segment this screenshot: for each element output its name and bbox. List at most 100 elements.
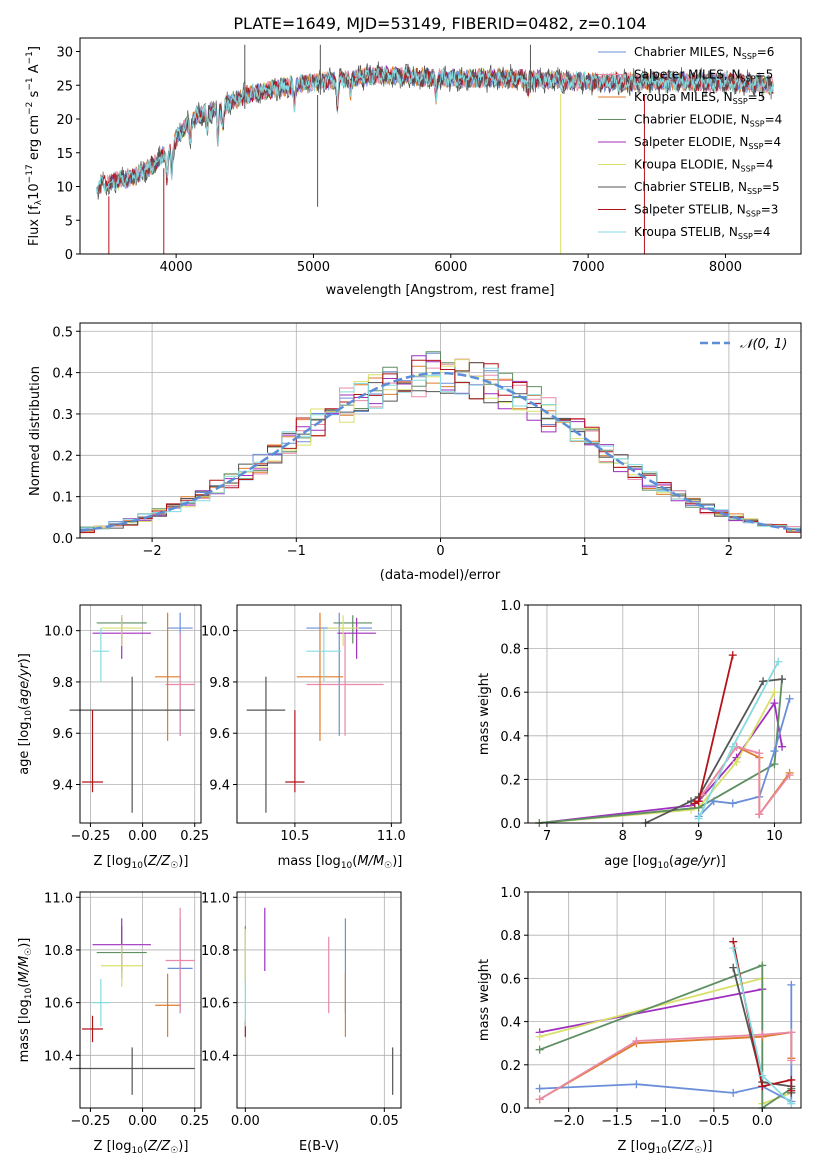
weight-marker bbox=[787, 1086, 796, 1095]
weight-marker bbox=[535, 1095, 544, 1104]
y-tick-label: 0.6 bbox=[500, 972, 521, 987]
label-part: =6 bbox=[757, 45, 775, 59]
label-part: =4 bbox=[765, 113, 783, 127]
y-tick-label: 11.0 bbox=[44, 891, 73, 906]
y-axis-label: Normed distribution bbox=[28, 366, 43, 496]
y-tick-label: 15 bbox=[56, 147, 73, 162]
y-tick-label: 25 bbox=[56, 79, 73, 94]
mass-vs-extinction-panel: 0.00 0.05 10.4 10.6 10.8 11.0 E(B-V) bbox=[201, 891, 402, 1154]
y-axis-label: age [log10(age/yr)] bbox=[17, 653, 34, 775]
legend-label: Salpeter STELIB, NSSP=3 bbox=[634, 203, 778, 219]
x-tick-label: 7000 bbox=[572, 260, 605, 275]
y-tick-label: 0.5 bbox=[52, 325, 73, 340]
label-part: ☉ bbox=[24, 948, 34, 956]
y-tick-label: 0.3 bbox=[52, 408, 73, 423]
label-part: 10 bbox=[655, 1146, 667, 1156]
y-axis-label: mass weight bbox=[477, 959, 492, 1041]
weight-marker bbox=[770, 760, 779, 769]
weight-marker bbox=[732, 757, 741, 766]
y-tick-label: 0.4 bbox=[52, 367, 73, 382]
weight-series-kroupa_elodie bbox=[535, 688, 779, 827]
weight-marker bbox=[755, 810, 764, 819]
label-part: =5 bbox=[762, 180, 780, 194]
x-tick-label: 0.25 bbox=[180, 1114, 209, 1129]
age-vs-metallicity-panel: −0.25 0.00 0.259.49.69.810.0Z [log10(Z/Z☉)… bbox=[17, 604, 209, 871]
histogram-kroupa_stelib bbox=[80, 367, 801, 535]
y-tick-label: 20 bbox=[56, 113, 73, 128]
weight-series-kroupa_stelib bbox=[729, 944, 796, 1108]
label-part: )] bbox=[17, 938, 32, 948]
plot-area bbox=[535, 937, 796, 1112]
weight-marker bbox=[758, 1030, 767, 1039]
axes: −0.25 0.00 0.259.49.69.810.0Z [log10(Z/Z☉)… bbox=[17, 604, 209, 871]
legend-label: 𝒩(0, 1) bbox=[740, 337, 787, 352]
x-tick-label: 11.0 bbox=[377, 829, 406, 844]
weight-marker bbox=[778, 742, 787, 751]
label-part: )] bbox=[716, 854, 726, 869]
label-part: )] bbox=[178, 1139, 188, 1154]
legend-label: Salpeter MILES, NSSP=5 bbox=[634, 68, 773, 84]
x-tick-label: −2.0 bbox=[553, 1114, 585, 1129]
y-tick-label: 10.8 bbox=[201, 944, 230, 959]
errorbar-kroupa_stelib bbox=[306, 628, 342, 682]
weight-series-kroupa_stelib bbox=[694, 657, 783, 823]
label-part: ( bbox=[669, 854, 674, 869]
y-tick-label: 0.4 bbox=[500, 730, 521, 745]
y-tick-label: 0.2 bbox=[500, 773, 521, 788]
x-axis-label: wavelength [Angstrom, rest frame] bbox=[326, 283, 555, 298]
weight-marker bbox=[758, 1071, 767, 1080]
label-part: Kroupa ELODIE, N bbox=[634, 158, 741, 172]
label-part: Z [log bbox=[94, 854, 132, 869]
axes: 10.5 11.0 9.4 9.6 9.8 10.0 mass [log10(M/M☉)] bbox=[201, 604, 406, 871]
y-tick-label: 30 bbox=[56, 46, 73, 61]
label-part: )] bbox=[392, 854, 402, 869]
x-tick-label: 8 bbox=[619, 829, 627, 844]
weight-marker bbox=[785, 694, 794, 703]
y-axis-label: mass weight bbox=[477, 673, 492, 755]
y-tick-label: 10.0 bbox=[201, 625, 230, 640]
weight-marker bbox=[728, 799, 737, 808]
x-axis-label: E(B-V) bbox=[299, 1139, 339, 1154]
y-tick-label: 10 bbox=[56, 181, 73, 196]
axes-frame bbox=[527, 604, 802, 824]
label-part: SSP bbox=[746, 210, 761, 219]
label-part: −1 bbox=[25, 51, 35, 64]
weight-series-salpeter_miles bbox=[535, 1028, 796, 1104]
x-tick-label: −0.5 bbox=[698, 1114, 730, 1129]
label-part: Salpeter ELODIE, N bbox=[634, 135, 748, 149]
axes-frame bbox=[236, 891, 402, 1109]
y-tick-label: 0.0 bbox=[52, 532, 73, 547]
weight-marker bbox=[787, 980, 796, 989]
axes: 7 8 9 10 0.0 0.2 0.4 0.6 0.8 1.0 mass weight age [l… bbox=[477, 599, 802, 871]
weight-line bbox=[697, 661, 780, 819]
label-part: Z/Z bbox=[147, 1139, 171, 1154]
weight-marker bbox=[770, 699, 779, 708]
label-part: =5 bbox=[748, 90, 766, 104]
label-part: age [log bbox=[604, 854, 657, 869]
weight-vs-metallicity-panel: −2.0 −1.5 −1.0 −0.5 0.0 0.0 0.2 0.4 0.6 0.8 1.0 mas… bbox=[477, 886, 802, 1156]
x-tick-label: −0.25 bbox=[71, 829, 111, 844]
errorbar-salpeter_miles bbox=[165, 633, 195, 736]
errorbar-chabrier_elodie bbox=[333, 615, 373, 644]
x-axis-label: Z [log10(Z/Z☉)] bbox=[94, 854, 189, 871]
x-tick-label: 0.0 bbox=[752, 1114, 773, 1129]
label-part: ☉ bbox=[694, 1146, 702, 1156]
legend-label: Chabrier STELIB, NSSP=5 bbox=[634, 180, 780, 196]
label-part: age [log bbox=[17, 722, 32, 775]
label-part: Kroupa MILES, N bbox=[634, 90, 733, 104]
weight-marker bbox=[687, 805, 696, 814]
label-part: 10 bbox=[131, 1146, 143, 1156]
axes-frame bbox=[236, 604, 402, 824]
y-tick-label: 10.6 bbox=[201, 997, 230, 1012]
label-part: Z [log bbox=[94, 1139, 132, 1154]
grid-lines bbox=[237, 605, 401, 823]
label-part: Z/Z bbox=[147, 854, 171, 869]
x-tick-label: 4000 bbox=[160, 260, 193, 275]
plot-area bbox=[80, 351, 801, 535]
y-tick-label: 5 bbox=[65, 214, 73, 229]
x-tick-label: 10 bbox=[766, 829, 783, 844]
label-part: ( bbox=[17, 705, 32, 710]
axes-frame bbox=[79, 604, 202, 824]
x-tick-label: 6000 bbox=[434, 260, 467, 275]
y-tick-label: 1.0 bbox=[500, 886, 521, 901]
